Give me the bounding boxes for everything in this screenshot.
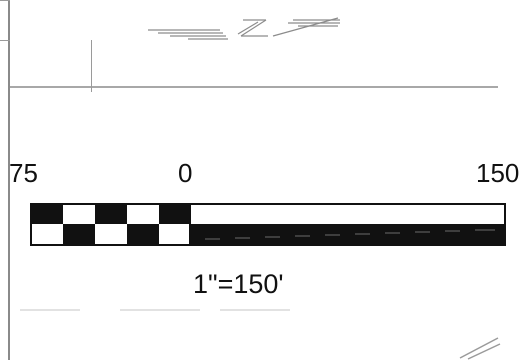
- scale-label-left: 75: [9, 158, 38, 188]
- corner-mark: [459, 337, 501, 360]
- scale-ratio-text: 1"=150': [193, 269, 284, 299]
- checker-cell: [31, 204, 63, 224]
- reference-tick: [91, 40, 92, 92]
- graphic-scale-bar: [30, 203, 506, 246]
- north-arrow-icon: [148, 17, 340, 40]
- checker-cell: [95, 204, 127, 224]
- reference-line: [10, 86, 498, 88]
- sheet-border-top: [0, 0, 10, 1]
- checker-cell: [159, 204, 190, 224]
- sheet-border-tick: [0, 40, 10, 41]
- scale-label-zero: 0: [178, 158, 193, 188]
- sheet-border: [8, 0, 10, 360]
- scale-segment: [190, 224, 505, 245]
- faint-marks: [20, 309, 290, 311]
- checker-cell: [127, 224, 159, 245]
- checker-cell: [63, 224, 95, 245]
- scale-label-right: 150: [476, 158, 520, 188]
